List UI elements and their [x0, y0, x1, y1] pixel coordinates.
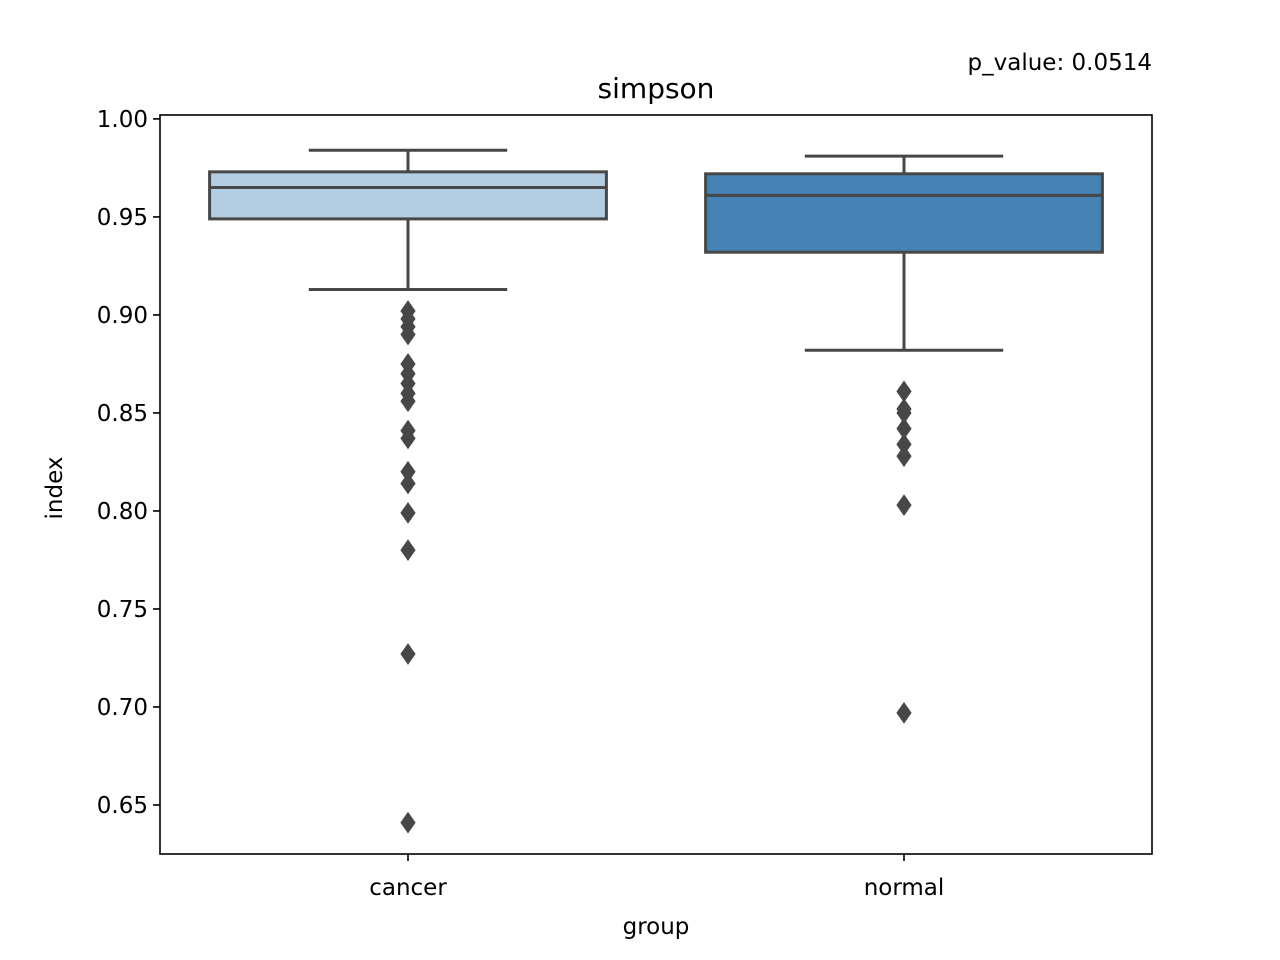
outlier-point-cancer: [400, 472, 416, 495]
y-tick-label: 0.70: [97, 695, 148, 721]
plot-frame: [159, 114, 1153, 855]
outlier-point-cancer: [400, 323, 416, 346]
y-tick-label: 0.95: [97, 205, 148, 231]
y-axis-label: index: [42, 457, 68, 520]
outlier-point-normal: [896, 494, 912, 516]
y-tick-label: 0.75: [97, 597, 148, 623]
y-tick-label: 0.65: [97, 793, 148, 819]
outlier-point-normal: [896, 701, 912, 724]
outlier-point-normal: [896, 445, 912, 467]
x-tick-label-cancer: cancer: [369, 875, 447, 901]
y-tick-label: 0.90: [97, 303, 148, 329]
outlier-point-cancer: [400, 539, 416, 562]
x-tick-label-normal: normal: [864, 875, 945, 901]
outlier-point-cancer: [400, 811, 416, 834]
p-value-annotation: p_value: 0.0514: [968, 50, 1152, 76]
outlier-point-cancer: [400, 427, 416, 450]
x-axis-label: group: [623, 914, 690, 940]
y-tick-label: 0.80: [97, 499, 148, 525]
outlier-point-cancer: [400, 643, 416, 665]
box-normal: [704, 172, 1104, 254]
y-tick-label: 0.85: [97, 401, 148, 427]
chart-title: simpson: [598, 72, 715, 105]
plot-layer: 0.65 0.70 0.75 0.80 0.85 0.90 0.95 1.00 cancer no…: [97, 107, 1153, 901]
outlier-point-cancer: [400, 390, 416, 413]
outlier-point-cancer: [400, 502, 416, 524]
box-cancer: [208, 170, 608, 221]
y-tick-label: 1.00: [97, 107, 148, 133]
